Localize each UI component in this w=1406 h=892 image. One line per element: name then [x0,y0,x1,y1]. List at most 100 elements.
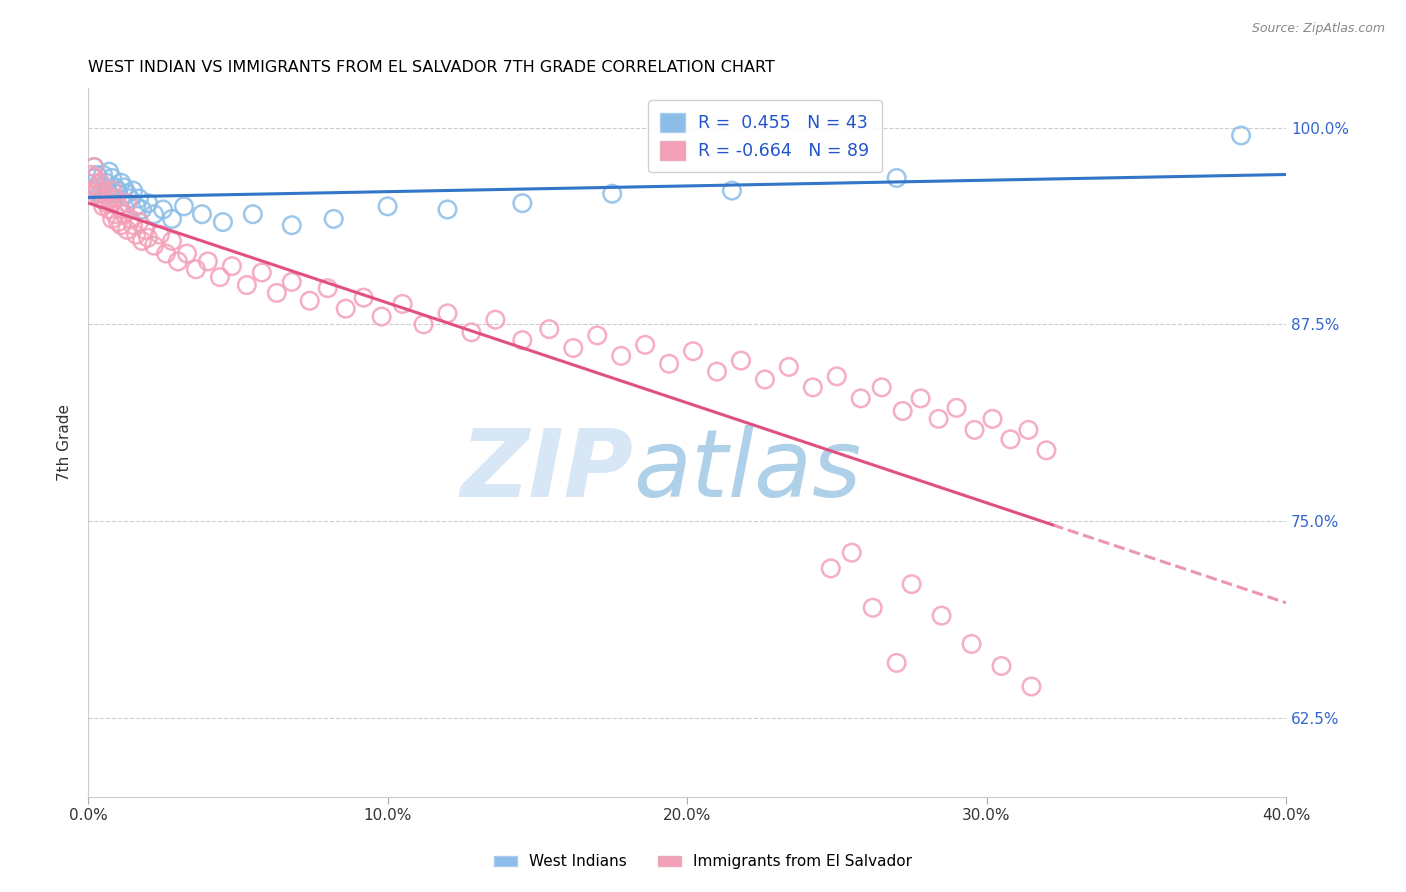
Point [131,234,153,248]
Point [98,164,121,178]
Point [706,365,728,379]
Point [900,577,922,591]
Point [101,196,124,211]
Text: WEST INDIAN VS IMMIGRANTS FROM EL SALVADOR 7TH GRADE CORRELATION CHART: WEST INDIAN VS IMMIGRANTS FROM EL SALVAD… [89,60,775,75]
Point [658,357,681,371]
Point [83,171,105,186]
Point [820,561,842,575]
Point [83,171,105,186]
Point [236,278,259,293]
Point [754,372,776,386]
Point [91,168,114,182]
Y-axis label: 7th Grade: 7th Grade [58,404,72,481]
Point [120,211,142,226]
Point [83,160,105,174]
Point [1035,443,1057,458]
Point [160,234,183,248]
Point [370,310,392,324]
Point [115,223,138,237]
Point [98,191,121,205]
Point [94,184,117,198]
Point [298,293,321,308]
Legend: West Indians, Immigrants from El Salvador: West Indians, Immigrants from El Salvado… [488,848,918,875]
Point [125,227,148,242]
Point [391,297,413,311]
Point [412,318,434,332]
Point [86,168,108,182]
Point [960,637,983,651]
Point [512,196,534,211]
Legend: R =  0.455   N = 43, R = -0.664   N = 89: R = 0.455 N = 43, R = -0.664 N = 89 [648,101,882,172]
Point [80,168,103,182]
Point [316,281,339,295]
Point [335,301,357,316]
Point [143,207,166,221]
Point [208,270,231,285]
Point [83,160,105,174]
Point [512,333,534,347]
Point [128,215,150,229]
Point [104,180,127,194]
Point [841,546,863,560]
Point [107,199,129,213]
Point [115,186,138,201]
Point [322,211,344,226]
Point [266,285,288,300]
Point [212,215,235,229]
Point [110,202,132,217]
Point [634,338,657,352]
Point [86,180,108,194]
Point [436,202,458,217]
Point [110,176,132,190]
Point [89,176,111,190]
Point [122,218,145,232]
Point [870,380,893,394]
Point [112,180,135,194]
Point [825,369,848,384]
Point [242,207,264,221]
Point [682,344,704,359]
Point [173,199,195,213]
Point [155,246,177,260]
Point [221,259,243,273]
Point [101,184,124,198]
Point [353,291,375,305]
Point [120,191,142,205]
Text: Source: ZipAtlas.com: Source: ZipAtlas.com [1251,22,1385,36]
Point [80,184,103,198]
Point [91,199,114,213]
Point [125,199,148,213]
Point [801,380,824,394]
Point [931,608,953,623]
Point [104,207,127,221]
Point [136,196,159,211]
Point [89,191,111,205]
Point [586,328,609,343]
Point [484,312,506,326]
Point [176,246,198,260]
Point [107,186,129,201]
Point [963,423,986,437]
Point [110,218,132,232]
Point [562,341,585,355]
Point [910,392,932,406]
Point [91,191,114,205]
Point [981,412,1004,426]
Point [538,322,561,336]
Point [191,207,214,221]
Point [98,186,121,201]
Point [131,202,153,217]
Point [886,656,908,670]
Point [128,191,150,205]
Point [849,392,872,406]
Point [436,306,458,320]
Point [460,326,482,340]
Point [1021,680,1043,694]
Point [281,218,304,232]
Point [730,353,752,368]
Point [89,186,111,201]
Text: ZIP: ZIP [460,425,633,516]
Point [197,254,219,268]
Point [721,184,744,198]
Point [377,199,399,213]
